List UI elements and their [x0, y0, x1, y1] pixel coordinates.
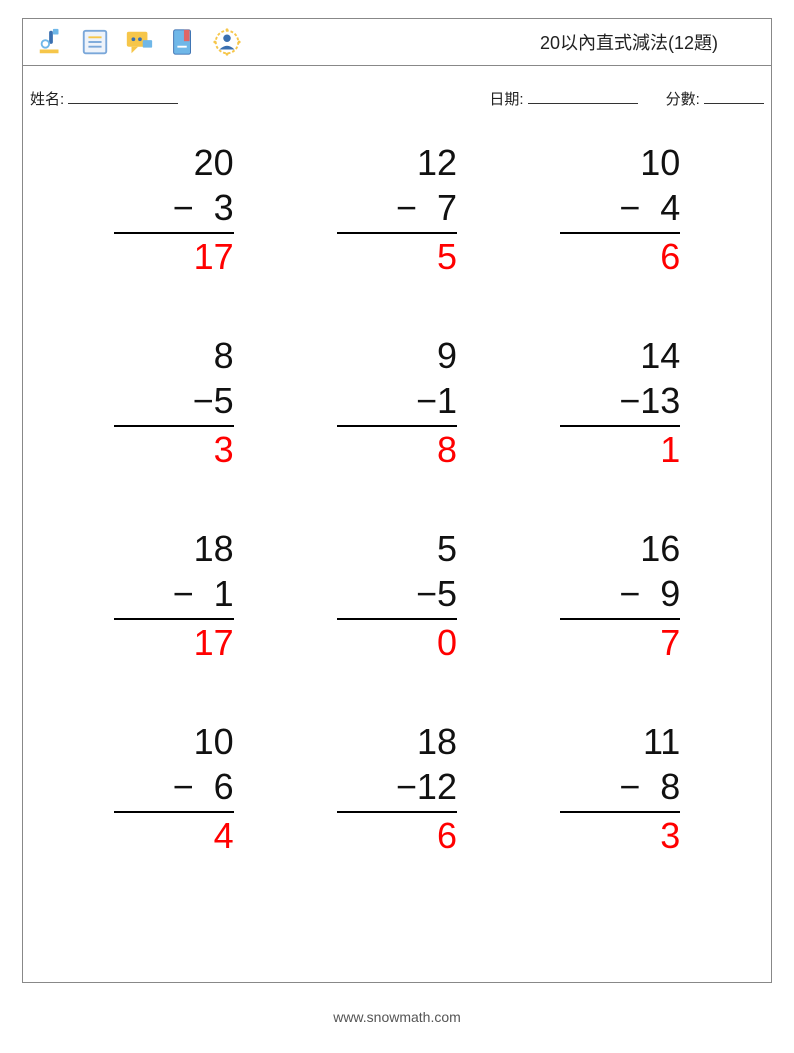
info-row: 姓名: 日期: 分數:: [30, 88, 764, 109]
problem: 18−126: [285, 719, 508, 858]
bookmark-icon: [168, 27, 198, 57]
answer: 0: [337, 620, 457, 665]
subtrahend-row: − 4: [560, 185, 680, 234]
subtrahend-row: −12: [337, 764, 457, 813]
problem: 9−18: [285, 333, 508, 472]
problem: 14−131: [509, 333, 732, 472]
subtrahend-row: − 6: [114, 764, 234, 813]
profile-icon: [212, 27, 242, 57]
subtrahend-row: −1: [337, 378, 457, 427]
name-field: 姓名:: [30, 88, 489, 109]
worksheet-title: 20以內直式減法(12題): [540, 29, 758, 55]
date-field: 日期:: [489, 88, 637, 109]
name-blank[interactable]: [68, 89, 178, 104]
problem: 10− 46: [509, 140, 732, 279]
subtrahend-row: − 8: [560, 764, 680, 813]
chat-icon: [124, 27, 154, 57]
answer: 6: [560, 234, 680, 279]
name-label: 姓名:: [30, 91, 64, 108]
answer: 3: [560, 813, 680, 858]
subtrahend-row: − 7: [337, 185, 457, 234]
minuend: 16: [560, 526, 680, 571]
date-label: 日期:: [489, 91, 523, 108]
problem: 12− 75: [285, 140, 508, 279]
footer-url: www.snowmath.com: [0, 1009, 794, 1025]
header-icons: [36, 27, 242, 57]
answer: 7: [560, 620, 680, 665]
minuend: 14: [560, 333, 680, 378]
subtrahend-row: −5: [114, 378, 234, 427]
score-blank[interactable]: [704, 89, 764, 104]
problems-grid: 20− 31712− 7510− 468−539−1814−13118− 117…: [22, 140, 772, 858]
subtrahend-row: − 3: [114, 185, 234, 234]
minuend: 8: [114, 333, 234, 378]
minuend: 18: [337, 719, 457, 764]
answer: 17: [114, 234, 234, 279]
score-field: 分數:: [666, 88, 764, 109]
problem: 5−50: [285, 526, 508, 665]
subtrahend-row: − 1: [114, 571, 234, 620]
minuend: 20: [114, 140, 234, 185]
problem: 16− 97: [509, 526, 732, 665]
list-icon: [80, 27, 110, 57]
answer: 1: [560, 427, 680, 472]
subtrahend-row: −13: [560, 378, 680, 427]
answer: 4: [114, 813, 234, 858]
answer: 5: [337, 234, 457, 279]
problem: 18− 117: [62, 526, 285, 665]
answer: 6: [337, 813, 457, 858]
problem: 11− 83: [509, 719, 732, 858]
minuend: 10: [560, 140, 680, 185]
header: 20以內直式減法(12題): [22, 18, 772, 66]
minuend: 10: [114, 719, 234, 764]
minuend: 5: [337, 526, 457, 571]
score-label: 分數:: [666, 91, 700, 108]
subtrahend-row: − 9: [560, 571, 680, 620]
answer: 17: [114, 620, 234, 665]
date-blank[interactable]: [528, 89, 638, 104]
problem: 8−53: [62, 333, 285, 472]
answer: 3: [114, 427, 234, 472]
minuend: 9: [337, 333, 457, 378]
problem: 20− 317: [62, 140, 285, 279]
minuend: 12: [337, 140, 457, 185]
minuend: 11: [560, 719, 680, 764]
subtrahend-row: −5: [337, 571, 457, 620]
answer: 8: [337, 427, 457, 472]
microscope-icon: [36, 27, 66, 57]
minuend: 18: [114, 526, 234, 571]
problem: 10− 64: [62, 719, 285, 858]
